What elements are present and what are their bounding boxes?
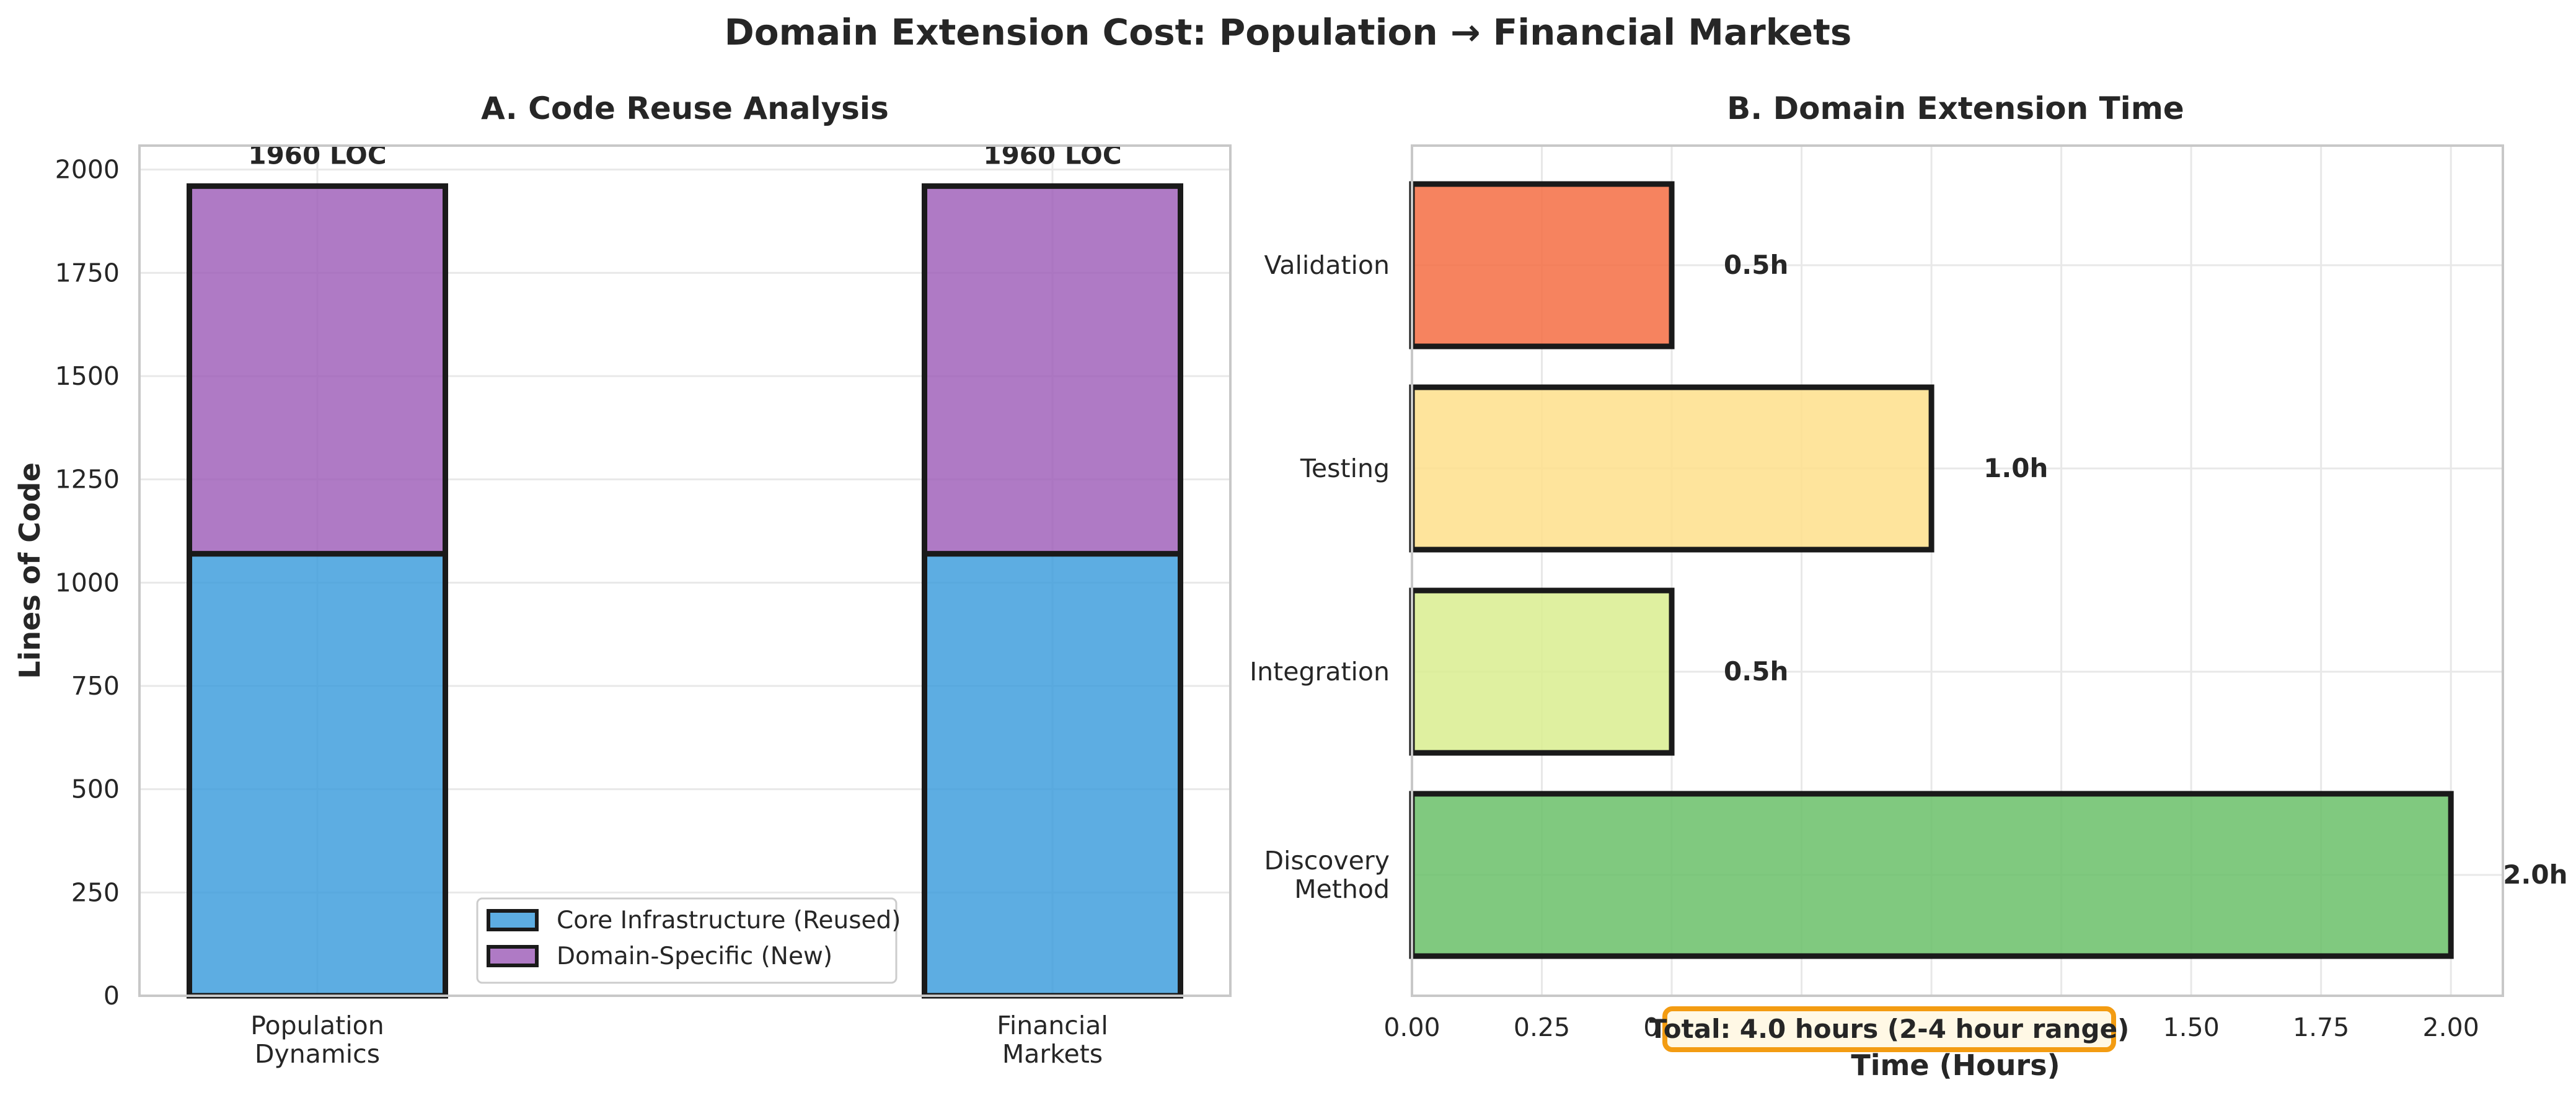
x-tick-label: 1.75 [2293,1012,2349,1042]
hours-label: 2.0h [2503,859,2567,890]
x-tick-label: Population Dynamics [250,1011,384,1069]
figure-title: Domain Extension Cost: Population → Fina… [725,11,1852,53]
chart-b-value-labels: 2.0h 0.5h 1.0h 0.5h [1724,250,2567,890]
time-bar [1409,384,1934,553]
chart-b-x-axis-label: Time (Hours) [1851,1048,2060,1082]
y-tick-label: 500 [71,775,120,804]
total-hours-annotation: Total: 4.0 hours (2-4 hour range) [1649,1014,2130,1044]
domain-specific-bar [187,183,448,557]
core-infrastructure-bar [922,551,1183,999]
code-reuse-chart: A. Code Reuse Analysis 0 250 500 750 1000 125… [13,90,1232,1069]
chart-a-total-labels: 1960 LOC 1960 LOC [248,139,1121,170]
annotation-box [1662,1006,2116,1052]
extension-time-chart: B. Domain Extension Time 0.000.250.500.7… [1250,90,2567,1082]
total-loc-label: 1960 LOC [983,139,1121,170]
chart-a-y-axis-label: Lines of Code [13,462,46,679]
y-tick-label: 1500 [55,361,120,391]
hours-label: 1.0h [1983,453,2048,483]
total-loc-label: 1960 LOC [248,139,386,170]
hours-label: 0.5h [1724,250,1788,280]
core-infrastructure-bar [187,551,448,999]
legend-label: Core Infrastructure (Reused) [557,907,901,934]
y-tick-label: 1250 [55,465,120,494]
y-tick-label: Testing [1300,454,1390,483]
chart-a-bars [187,183,1183,999]
y-tick-label: 1750 [55,258,120,288]
time-bar [1409,587,1675,756]
time-bar [1409,791,2454,959]
hours-label: 0.5h [1724,656,1788,687]
legend-box [476,897,898,984]
y-tick-label: 2000 [55,155,120,185]
y-tick-label: Validation [1264,250,1390,280]
chart-a-frame [138,144,1232,997]
chart-a-ticks: 0 250 500 750 1000 1250 1500 1750 2000 Population… [55,155,1108,1069]
x-tick-label: 1.50 [2163,1012,2219,1042]
y-tick-label: Discovery Method [1264,846,1390,904]
y-tick-label: 0 [104,981,120,1011]
x-tick-label: 2.00 [2423,1012,2479,1042]
y-tick-label: 750 [71,671,120,701]
chart-a-legend: Core Infrastructure (Reused) Domain-Speci… [476,897,901,984]
y-tick-label: 1000 [55,568,120,597]
x-tick-label: Financial Markets [997,1011,1108,1069]
chart-a-title: A. Code Reuse Analysis [481,90,889,126]
y-tick-label: 250 [71,877,120,907]
domain-specific-bar [922,183,1183,557]
x-tick-label: 0.00 [1383,1012,1440,1042]
y-tick-label: Integration [1250,657,1390,687]
chart-b-title: B. Domain Extension Time [1727,90,2184,126]
time-bar [1409,181,1675,349]
legend-swatch [487,909,539,931]
legend-swatch [487,945,539,967]
x-tick-label: 0.25 [1514,1012,1570,1042]
legend-label: Domain-Specific (New) [557,942,832,970]
chart-b-frame [1411,144,2504,997]
chart-b-total-annotation: Total: 4.0 hours (2-4 hour range) [1649,1006,2130,1052]
